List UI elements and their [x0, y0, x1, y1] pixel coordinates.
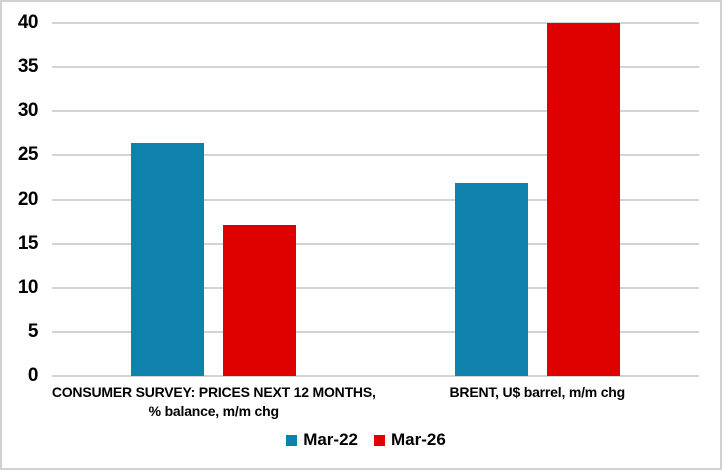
gridline	[52, 375, 699, 377]
y-tick-label: 0	[27, 365, 39, 386]
legend-label: Mar-26	[391, 430, 446, 449]
legend-label: Mar-22	[303, 430, 358, 449]
x-axis-label-line: % balance, m/m chg	[148, 403, 279, 419]
x-axis-labels: CONSUMER SURVEY: PRICES NEXT 12 MONTHS,%…	[52, 383, 699, 427]
plot-area	[52, 22, 699, 377]
y-tick-label: 5	[27, 320, 39, 342]
legend-item-mar-26: Mar-26	[374, 430, 446, 450]
legend-item-mar-22: Mar-22	[286, 430, 358, 450]
gridline	[52, 110, 699, 113]
gridline	[52, 330, 699, 333]
y-tick-label: 30	[17, 100, 39, 122]
gridline	[52, 154, 699, 157]
y-tick-label: 20	[17, 188, 39, 210]
bar-mar-22-category-0	[131, 143, 205, 376]
gridline	[52, 286, 699, 289]
x-axis-category-label: BRENT, U$ barrel, m/m chg	[367, 383, 707, 402]
bar-mar-26-category-1	[546, 23, 620, 376]
x-axis-label-line: CONSUMER SURVEY: PRICES NEXT 12 MONTHS,	[51, 384, 376, 400]
y-tick-label: 35	[17, 56, 39, 78]
y-axis-labels: 0 5 10 15 20 25 30 35 40	[2, 12, 39, 386]
y-tick-label: 25	[17, 144, 39, 166]
gridline	[52, 22, 699, 24]
legend-swatch-icon	[286, 435, 298, 446]
y-tick-label: 10	[17, 276, 39, 298]
legend-swatch-icon	[374, 435, 385, 446]
bar-mar-22-category-1	[454, 182, 528, 376]
gridline	[52, 66, 699, 69]
y-tick-label: 15	[17, 232, 39, 254]
legend: Mar-22 Mar-26	[2, 430, 720, 450]
gridline	[52, 242, 699, 245]
bar-mar-26-category-0	[223, 225, 297, 376]
x-axis-label-line: BRENT, U$ barrel, m/m chg	[449, 384, 626, 400]
x-axis-category-label: CONSUMER SURVEY: PRICES NEXT 12 MONTHS,%…	[44, 383, 384, 421]
gridline	[52, 198, 699, 201]
y-tick-label: 40	[17, 12, 39, 33]
